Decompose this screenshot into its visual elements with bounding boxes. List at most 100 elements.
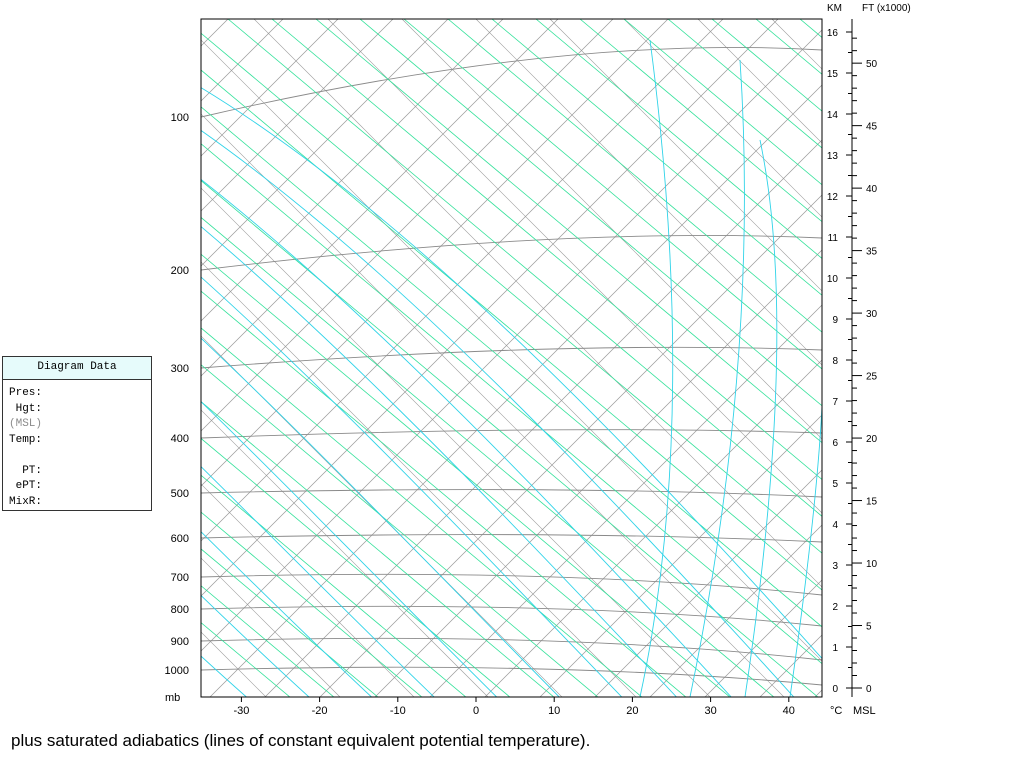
saturated-adiabat-line xyxy=(201,531,372,697)
pressure-tick-label: 900 xyxy=(171,636,189,648)
grid-diagonal-line xyxy=(623,19,822,218)
pressure-tick-label: 700 xyxy=(171,572,189,584)
panel-row xyxy=(9,448,151,464)
dry-adiabat-line xyxy=(201,548,379,697)
km-tick-label: 1 xyxy=(832,643,838,654)
km-tick-label: 11 xyxy=(828,233,839,244)
dry-adiabat-line xyxy=(535,19,822,259)
grid-diagonal-line xyxy=(201,409,489,697)
grid-diagonal-line xyxy=(201,39,822,662)
dry-adiabat-line xyxy=(976,19,1024,739)
saturated-adiabat-line xyxy=(201,129,795,697)
isobar-line xyxy=(201,429,822,439)
dry-adiabat-line xyxy=(359,19,822,407)
isotherm-line xyxy=(0,0,195,697)
temperature-tick-label: -20 xyxy=(312,705,328,717)
saturated-adiabat-line xyxy=(201,87,822,660)
dry-adiabat-line xyxy=(201,143,822,665)
temperature-tick-label: 0 xyxy=(473,705,479,717)
saturated-adiabat-line xyxy=(639,39,674,697)
grid-diagonal-line xyxy=(201,483,415,697)
dry-adiabat-line xyxy=(932,19,1024,739)
dry-adiabat-line xyxy=(403,19,822,370)
temperature-tick-label: 20 xyxy=(626,705,638,717)
pressure-tick-label: 500 xyxy=(171,488,189,500)
diagram-data-panel: Diagram Data Pres: Hgt: (MSL) Temp: PT: eP… xyxy=(2,356,152,511)
km-tick-label: 14 xyxy=(827,110,839,121)
temperature-tick-label: 10 xyxy=(548,705,560,717)
pressure-axis: 100 200 300 400 500 600 700 800 900 1000 xyxy=(165,112,189,677)
grid-diagonal-line xyxy=(920,19,1024,719)
dry-adiabat-line xyxy=(201,364,599,697)
isotherm-line xyxy=(201,19,669,487)
saturated-adiabat-line xyxy=(201,400,497,697)
dry-adiabat-line xyxy=(579,19,822,223)
isobar-line xyxy=(201,573,822,596)
grid-diagonal-line xyxy=(201,261,637,697)
km-tick-label: 4 xyxy=(832,520,838,531)
pressure-unit-label: mb xyxy=(165,692,180,704)
pressure-tick-label: 300 xyxy=(171,363,189,375)
ft-tick-label: 25 xyxy=(866,372,878,383)
temperature-tick-label: -30 xyxy=(233,705,249,717)
pressure-tick-label: 200 xyxy=(171,265,189,277)
dry-adiabat-line xyxy=(201,437,511,697)
ft-tick-label: 5 xyxy=(866,622,872,633)
isotherm-line xyxy=(925,0,1024,697)
isotherm-line xyxy=(374,249,822,697)
isobar-line xyxy=(201,637,822,661)
ft-tick-label: 40 xyxy=(866,184,878,195)
caption: plus saturated adiabatics (lines of cons… xyxy=(11,731,591,750)
grid-diagonal-line xyxy=(327,19,822,514)
isotherm-line xyxy=(201,19,339,157)
ft-axis-title: FT (x1000) xyxy=(862,3,911,14)
isotherm-line xyxy=(484,359,822,697)
km-tick-label: 8 xyxy=(832,356,838,367)
grid-diagonal-line xyxy=(994,19,1024,719)
isotherm-line xyxy=(201,19,614,432)
plot-frame xyxy=(200,18,823,698)
dry-adiabat-line xyxy=(201,69,822,591)
panel-row: ePT: xyxy=(9,480,43,492)
km-tick-label: 7 xyxy=(832,397,838,408)
saturated-adiabat-line xyxy=(201,178,732,697)
grid-diagonal-line xyxy=(201,557,341,697)
isotherm-line xyxy=(201,19,779,597)
isotherm-line xyxy=(201,19,559,377)
grid-diagonal-line xyxy=(253,19,822,588)
dry-adiabat-line xyxy=(667,19,822,149)
temperature-tick-label: 30 xyxy=(704,705,716,717)
plot-background xyxy=(201,19,822,697)
isotherm-line xyxy=(201,19,449,267)
dry-adiabat-line xyxy=(201,106,822,628)
dry-adiabat-line xyxy=(888,19,1024,739)
panel-row: MixR: xyxy=(9,495,43,508)
km-tick-label: 3 xyxy=(832,561,838,572)
saturated-adiabat-line xyxy=(201,226,677,697)
km-tick-label: 0 xyxy=(832,684,838,695)
isotherm-line xyxy=(980,0,1024,697)
km-tick-label: 5 xyxy=(832,479,838,490)
km-tick-label: 15 xyxy=(827,69,839,80)
km-axis-title: KM xyxy=(827,3,842,14)
msl-label: MSL xyxy=(853,705,876,717)
isotherm-line xyxy=(870,0,1024,697)
km-tick-label: 9 xyxy=(832,315,838,326)
ft-tick-label: 50 xyxy=(866,59,878,70)
isotherm-line xyxy=(201,19,504,322)
temperature-tick-label: -10 xyxy=(390,705,406,717)
dry-adiabat-line xyxy=(315,19,822,444)
isotherm-line xyxy=(814,689,822,697)
grid-diagonal-line xyxy=(475,19,822,366)
dry-adiabat-line xyxy=(201,327,643,697)
panel-title: Diagram Data xyxy=(3,357,151,380)
panel-row: (MSL) xyxy=(9,418,43,430)
isotherm-line xyxy=(264,139,822,697)
dry-adiabat-line xyxy=(623,19,822,186)
dry-adiabat-line xyxy=(201,474,467,697)
panel-row: Hgt: xyxy=(9,402,43,415)
pressure-tick-label: 400 xyxy=(171,433,189,445)
saturated-adiabats xyxy=(201,39,822,697)
dry-adiabat-line xyxy=(491,19,822,296)
